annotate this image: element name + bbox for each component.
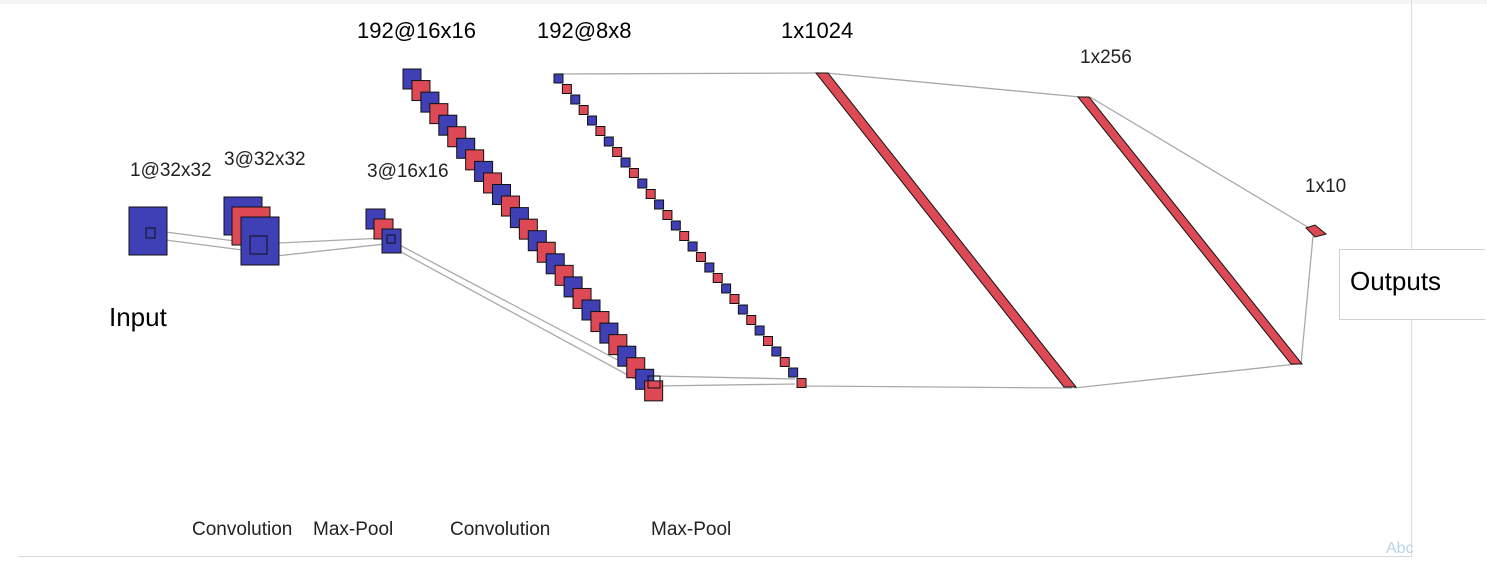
- pool1-shape-label: 3@16x16: [367, 161, 449, 182]
- pool2-shape-label: 192@8x8: [537, 18, 632, 43]
- pool2-feature-map: [603, 136, 614, 147]
- pool1-map-3: [381, 228, 402, 254]
- pool2-feature-map: [687, 241, 698, 252]
- pool2-feature-map: [561, 84, 572, 94]
- pool2-feature-map: [771, 346, 782, 357]
- corner-watermark-text: Abc: [1386, 540, 1414, 557]
- pool2-feature-map: [654, 199, 665, 210]
- pool1-kernel-window: [386, 234, 396, 244]
- outputs-caption: Outputs: [1350, 266, 1442, 296]
- output-dense-layer: [1305, 224, 1328, 238]
- feature-maps: [128, 68, 1328, 402]
- pool2-feature-map: [662, 210, 673, 220]
- op-convolution-2: Convolution: [450, 519, 551, 540]
- input-shape-label: 1@32x32: [130, 160, 212, 181]
- pool2-feature-map: [763, 336, 773, 346]
- bottom-border: [18, 556, 1412, 557]
- pool2-feature-map: [754, 325, 765, 336]
- top-border: [0, 0, 1487, 4]
- link-conv2-pool2-b: [654, 383, 796, 387]
- connection-lines: [149, 72, 1314, 389]
- pool2-feature-map: [670, 220, 681, 231]
- pool2-feature-map: [637, 178, 648, 189]
- pool2-feature-map: [721, 283, 732, 294]
- pool2-feature-map: [796, 378, 807, 388]
- conv1-map-3: [240, 216, 280, 266]
- link-pool2-fc1-top: [555, 72, 821, 75]
- pool2-feature-map: [679, 231, 690, 241]
- pool2-feature-map: [628, 168, 639, 178]
- link-input-conv1-b: [149, 237, 259, 253]
- pool2-feature-map: [704, 262, 715, 273]
- pool2-feature-map: [595, 126, 606, 136]
- output-shape-label: 1x10: [1305, 176, 1347, 197]
- pool2-feature-map: [746, 315, 757, 325]
- conv2-shape-label: 192@16x16: [357, 18, 476, 43]
- conv2-kernel-window: [647, 375, 661, 389]
- pool2-feature-map: [578, 105, 589, 115]
- link-fc2-out-top: [1089, 96, 1312, 230]
- pool2-feature-map: [553, 73, 564, 84]
- pool2-feature-map: [645, 189, 656, 199]
- op-convolution-1: Convolution: [192, 519, 293, 540]
- link-fc1-fc2-bottom: [1073, 363, 1298, 389]
- pool2-feature-map: [712, 273, 723, 283]
- op-max-pool-2: Max-Pool: [651, 519, 732, 540]
- input-caption: Input: [109, 302, 167, 332]
- fc2-shape-label: 1x256: [1080, 47, 1132, 68]
- link-fc2-out-bottom: [1300, 235, 1314, 365]
- op-max-pool-1: Max-Pool: [313, 519, 394, 540]
- pool2-feature-map: [779, 357, 790, 367]
- link-pool2-fc1-bottom: [799, 385, 1073, 389]
- link-pool1-conv2-a: [389, 239, 649, 377]
- pool2-feature-map: [695, 252, 706, 262]
- pool2-feature-map: [737, 304, 748, 315]
- pool2-feature-map: [612, 147, 623, 157]
- conv1-shape-label: 3@32x32: [224, 149, 306, 170]
- link-fc1-fc2-top: [825, 72, 1081, 98]
- pool2-feature-map: [788, 367, 799, 378]
- fc1-shape-label: 1x1024: [781, 18, 854, 43]
- pool2-feature-map: [570, 94, 581, 105]
- pool2-feature-map: [620, 157, 631, 168]
- pool2-feature-map: [587, 115, 598, 126]
- input-feature-map: [128, 206, 168, 256]
- fc1-dense-layer: [814, 72, 1078, 388]
- link-conv2-pool2-a: [654, 375, 796, 380]
- input-kernel-window: [145, 227, 156, 239]
- pool2-feature-map: [729, 294, 740, 304]
- outputs-box: [1339, 249, 1485, 320]
- conv2-feature-map: [644, 380, 664, 402]
- conv1-kernel-window: [249, 235, 268, 255]
- link-pool1-conv2-b: [389, 245, 649, 387]
- fc2-dense-layer: [1076, 96, 1304, 365]
